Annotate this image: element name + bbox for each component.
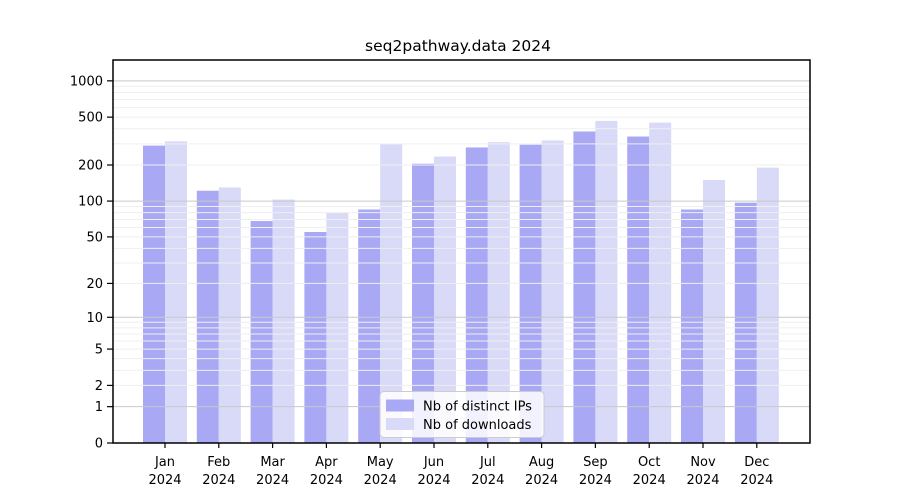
y-tick-label: 100	[78, 195, 103, 210]
bar-nb-of-distinct-ips-sep	[573, 131, 596, 443]
x-tick-label-year: 2024	[686, 473, 719, 488]
x-axis: Jan 2024 Feb 2024 Mar 2024 Apr 2024 May 2024 Jun 20…	[148, 443, 773, 488]
bar-nb-of-downloads-mar	[272, 199, 295, 443]
x-tick-label-year: 2024	[256, 473, 289, 488]
y-tick-label: 5	[95, 343, 103, 358]
bar-nb-of-downloads-dec	[756, 167, 779, 444]
bar-nb-of-distinct-ips-apr	[304, 231, 327, 443]
x-tick-label-month: Aug	[529, 455, 554, 470]
gridlines	[113, 80, 810, 408]
bar-nb-of-downloads-aug	[541, 140, 564, 443]
bar-nb-of-downloads-sep	[595, 120, 618, 444]
x-tick-label-month: Jan	[154, 455, 175, 470]
bar-nb-of-downloads-jan	[165, 141, 187, 443]
bar-nb-of-downloads-jun	[434, 156, 456, 443]
bar-nb-of-distinct-ips-jul	[465, 147, 488, 443]
y-tick-label: 20	[86, 277, 103, 292]
legend-swatch-downloads	[386, 418, 414, 430]
chart-title: seq2pathway.data 2024	[365, 37, 551, 55]
x-tick-label-month: Feb	[207, 455, 230, 470]
x-tick-label-year: 2024	[740, 473, 773, 488]
bar-nb-of-distinct-ips-oct	[627, 136, 650, 443]
x-tick-label-year: 2024	[579, 473, 612, 488]
x-tick-label-month: Oct	[638, 455, 660, 470]
bar-nb-of-distinct-ips-may	[358, 209, 381, 443]
bar-nb-of-downloads-feb	[218, 187, 241, 443]
legend-label-downloads: Nb of downloads	[423, 418, 532, 433]
bar-nb-of-downloads-jul	[487, 142, 510, 443]
x-tick-label-year: 2024	[417, 473, 450, 488]
x-tick-label-month: Dec	[744, 455, 769, 470]
bar-nb-of-distinct-ips-jun	[412, 163, 434, 443]
x-tick-label-year: 2024	[310, 473, 343, 488]
bar-nb-of-distinct-ips-jan	[143, 145, 165, 443]
y-tick-label: 10	[86, 311, 103, 326]
y-tick-label: 1000	[70, 74, 103, 89]
bar-nb-of-distinct-ips-mar	[250, 221, 273, 443]
x-tick-label-month: Jun	[423, 455, 444, 470]
y-tick-label: 1	[95, 400, 103, 415]
bar-nb-of-downloads-oct	[649, 122, 672, 443]
bar-nb-of-distinct-ips-nov	[681, 209, 703, 443]
x-tick-label-year: 2024	[202, 473, 235, 488]
x-tick-label-year: 2024	[471, 473, 504, 488]
legend-label-distinct-ips: Nb of distinct IPs	[423, 400, 532, 415]
x-tick-label-month: May	[367, 455, 394, 470]
x-tick-label-month: Nov	[690, 455, 716, 470]
x-tick-label-year: 2024	[148, 473, 181, 488]
bar-nb-of-downloads-nov	[703, 179, 725, 443]
plot-border	[112, 59, 811, 444]
x-tick-label-month: Jul	[479, 455, 496, 470]
x-tick-label-year: 2024	[525, 473, 558, 488]
legend-box	[379, 391, 545, 438]
bar-nb-of-downloads-may	[380, 143, 403, 443]
x-tick-label-month: Mar	[260, 455, 285, 470]
y-tick-label: 0	[95, 437, 103, 452]
x-tick-label-month: Sep	[583, 455, 608, 470]
y-tick-label: 2	[95, 379, 103, 394]
y-axis: 0 1 2 5 10 20 50 100 200 500 1000	[70, 74, 113, 452]
x-tick-label-year: 2024	[364, 473, 397, 488]
x-tick-label-month: Apr	[315, 455, 338, 470]
y-tick-label: 50	[86, 230, 103, 245]
legend: Nb of distinct IPs Nb of downloads	[379, 391, 545, 438]
y-tick-label: 200	[78, 159, 103, 174]
x-tick-label-year: 2024	[633, 473, 666, 488]
y-tick-label: 500	[78, 111, 103, 126]
legend-swatch-distinct-ips	[386, 399, 414, 412]
